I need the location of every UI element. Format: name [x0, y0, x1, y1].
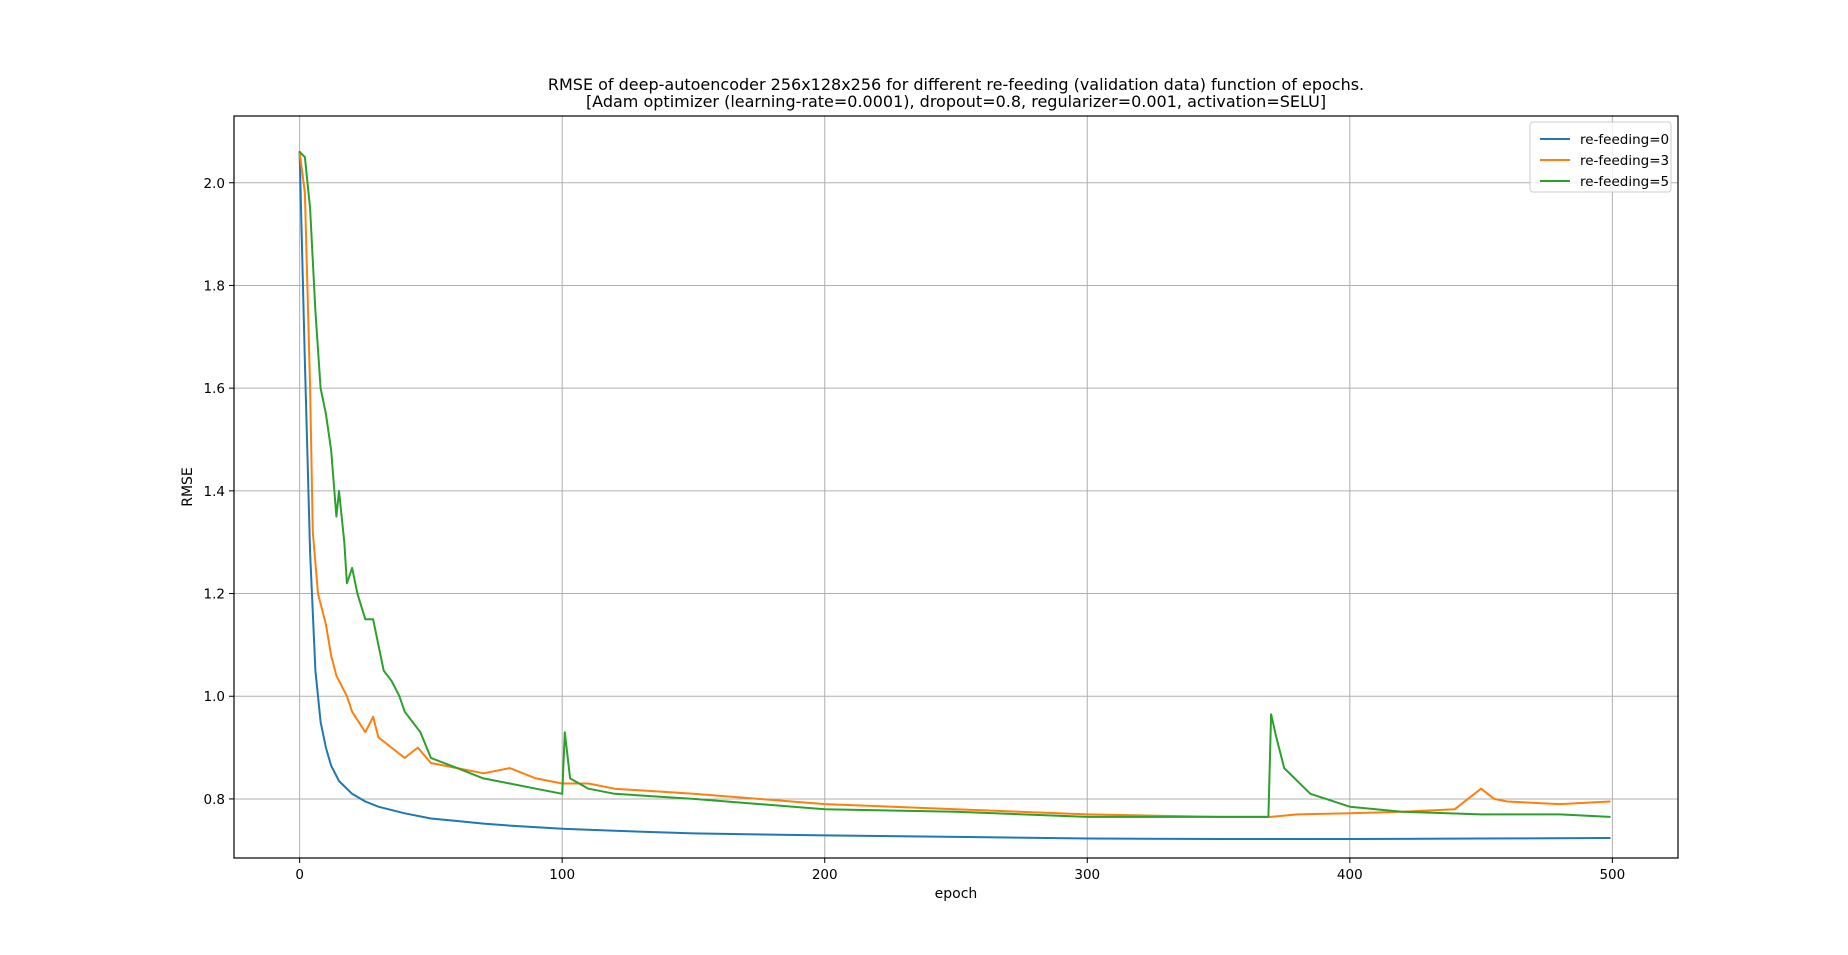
- y-tick-label: 1.0: [204, 689, 225, 705]
- y-tick-label: 2.0: [204, 176, 225, 192]
- plot-frame: [233, 115, 1679, 859]
- y-tick-label: 0.8: [204, 792, 225, 808]
- legend: re-feeding=0 re-feeding=3 re-feeding=5: [1529, 121, 1672, 193]
- y-tick-label: 1.6: [204, 381, 225, 397]
- chart-title: RMSE of deep-autoencoder 256x128x256 for…: [548, 75, 1364, 94]
- x-tick-label: 300: [1074, 867, 1100, 883]
- tick-labels: 0 100 200 300 400 500 0.8 1.0 1.2 1.4 1.6 1.8 2.0: [204, 176, 1626, 883]
- series-line-re-feeding-3: [298, 150, 1611, 818]
- y-tick-label: 1.2: [204, 587, 225, 603]
- grid: [234, 116, 1678, 858]
- x-tick-label: 0: [295, 867, 304, 883]
- chart-subtitle: [Adam optimizer (learning-rate=0.0001), …: [586, 92, 1326, 111]
- x-tick-label: 400: [1337, 867, 1363, 883]
- x-tick-label: 200: [812, 867, 838, 883]
- y-tick-label: 1.4: [204, 484, 225, 500]
- series-line-re-feeding-0: [298, 150, 1611, 840]
- legend-label: re-feeding=5: [1580, 174, 1669, 190]
- series-line-re-feeding-5: [298, 150, 1611, 818]
- x-axis-label: epoch: [935, 886, 978, 902]
- legend-items: re-feeding=0 re-feeding=3 re-feeding=5: [1540, 132, 1669, 190]
- x-tick-label: 100: [549, 867, 575, 883]
- legend-label: re-feeding=3: [1580, 153, 1669, 169]
- legend-label: re-feeding=0: [1580, 132, 1669, 148]
- series-layer: [298, 150, 1611, 840]
- y-tick-label: 1.8: [204, 278, 225, 294]
- y-axis-label: RMSE: [180, 467, 196, 507]
- x-tick-label: 500: [1599, 867, 1625, 883]
